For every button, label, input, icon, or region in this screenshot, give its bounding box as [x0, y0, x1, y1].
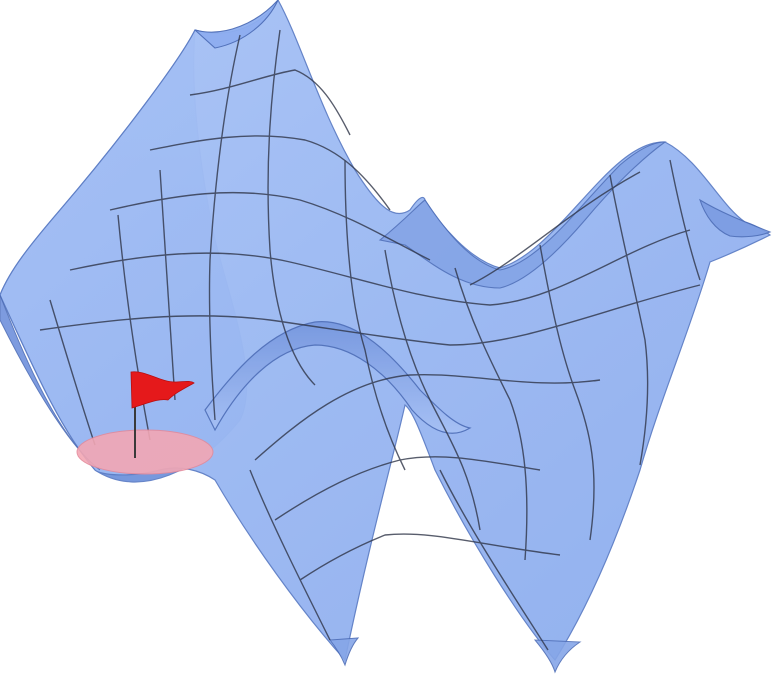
- mesh-line: [609, 174, 649, 466]
- mesh-line: [39, 284, 701, 346]
- mesh-line: [539, 244, 595, 541]
- surface-left-lip: [0, 294, 101, 471]
- mesh-line: [189, 69, 351, 136]
- mesh-line: [669, 159, 701, 281]
- surface-top-tip: [194, 0, 279, 49]
- surface-main-sheet: [0, 0, 772, 662]
- mesh-line: [117, 214, 151, 441]
- mesh-line: [267, 29, 316, 386]
- surface-middle-tail: [329, 637, 360, 667]
- mesh-line: [439, 469, 549, 651]
- surface-right-bottom-tail: [533, 639, 582, 674]
- surface-right-tail: [699, 198, 772, 238]
- mesh-line: [249, 469, 331, 641]
- minimum-disc: [76, 429, 214, 475]
- mesh-line: [454, 267, 528, 561]
- mesh-line: [149, 135, 391, 211]
- mesh-line: [69, 229, 691, 306]
- mesh-line: [49, 299, 96, 446]
- flag-icon: [130, 371, 195, 458]
- mesh-line: [469, 171, 641, 286]
- flag-banner: [130, 371, 195, 409]
- mesh-line: [159, 169, 176, 401]
- mesh-line: [344, 159, 406, 471]
- surface-mesh-grid: [39, 29, 701, 651]
- mesh-line: [384, 249, 481, 531]
- mesh-line: [299, 533, 561, 581]
- surface-back-ridge: [378, 141, 667, 289]
- mesh-line: [208, 34, 241, 421]
- surface-front-ridge: [204, 321, 472, 434]
- mesh-line: [254, 373, 601, 461]
- mesh-line: [109, 191, 431, 261]
